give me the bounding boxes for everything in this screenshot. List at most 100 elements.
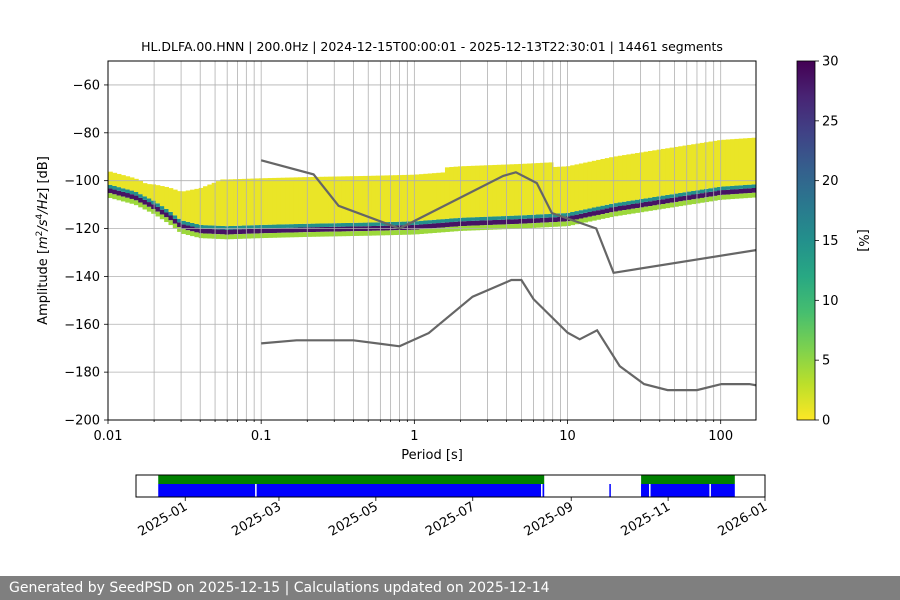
density-cell xyxy=(613,156,619,204)
density-cell xyxy=(540,162,545,215)
density-cell xyxy=(375,230,381,236)
density-cell xyxy=(652,196,658,201)
density-ridge-cell xyxy=(185,225,191,231)
density-cell xyxy=(514,215,519,220)
density-cell xyxy=(630,208,636,214)
density-cell xyxy=(259,178,265,225)
density-cell xyxy=(120,188,126,192)
density-cell xyxy=(427,220,433,224)
density-cell xyxy=(401,221,407,226)
density-ridge-cell xyxy=(293,227,299,233)
density-cell xyxy=(311,223,316,228)
density-ridge-cell xyxy=(228,229,234,235)
density-cell xyxy=(272,177,277,225)
density-cell xyxy=(112,172,118,186)
noise-model-line-2 xyxy=(260,159,756,275)
timeline-tick-label: 2025-07 xyxy=(423,499,478,539)
density-cell xyxy=(660,204,666,209)
density-cell xyxy=(509,164,515,216)
density-cell xyxy=(643,198,649,202)
density-cell xyxy=(527,214,532,219)
density-cell xyxy=(557,221,563,227)
y-axis-label-part: ] [dB] xyxy=(36,156,51,193)
density-cell xyxy=(444,218,450,223)
density-cell xyxy=(280,224,286,228)
density-ridge-cell xyxy=(673,197,679,202)
density-cell xyxy=(233,234,239,240)
density-cell xyxy=(432,173,437,220)
density-ridge-cell xyxy=(708,191,714,197)
density-ridge-cell xyxy=(665,198,671,204)
density-cell xyxy=(648,206,653,211)
timeline-blue-span xyxy=(641,484,735,497)
density-cell xyxy=(574,211,580,215)
density-cell xyxy=(669,194,675,198)
density-cell xyxy=(522,163,528,216)
density-ridge-cell xyxy=(406,225,411,230)
density-cell xyxy=(639,207,645,213)
density-cell xyxy=(583,162,589,210)
timeline-tick-label: 2025-05 xyxy=(326,499,381,539)
density-cell xyxy=(146,206,152,212)
density-cell xyxy=(475,225,481,231)
density-cell xyxy=(108,193,113,198)
density-ridge-cell xyxy=(691,194,697,200)
density-cell xyxy=(483,225,489,230)
density-cell xyxy=(652,205,658,211)
density-cell xyxy=(276,177,282,225)
density-cell xyxy=(142,183,148,197)
density-cell xyxy=(501,224,506,230)
density-ridge-cell xyxy=(129,194,135,199)
density-cell xyxy=(540,214,545,218)
density-cell xyxy=(263,233,269,238)
density-cell xyxy=(505,224,511,230)
density-cell xyxy=(250,225,256,229)
density-ridge-cell xyxy=(440,222,446,228)
density-cell xyxy=(198,233,204,239)
density-cell xyxy=(535,214,541,219)
x-tick-label: 0.1 xyxy=(251,429,272,444)
density-cell xyxy=(419,220,424,225)
density-cell xyxy=(449,226,455,232)
density-ridge-cell xyxy=(583,212,589,218)
density-cell xyxy=(216,234,221,239)
density-cell xyxy=(622,210,627,215)
density-cell xyxy=(544,222,550,228)
density-cell xyxy=(669,202,675,208)
density-cell xyxy=(747,138,753,185)
density-cell xyxy=(591,207,597,212)
colorbar-tick-label: 20 xyxy=(822,174,839,189)
density-cell xyxy=(254,178,260,226)
density-ridge-cell xyxy=(302,227,308,233)
density-cell xyxy=(203,233,208,239)
density-cell xyxy=(596,159,601,207)
density-ridge-cell xyxy=(466,221,472,226)
density-cell xyxy=(678,201,684,207)
density-cell xyxy=(691,199,697,205)
density-cell xyxy=(496,216,502,220)
density-cell xyxy=(470,225,476,231)
density-cell xyxy=(587,161,593,209)
density-cell xyxy=(254,233,260,239)
y-tick-label: −80 xyxy=(73,126,100,141)
density-ridge-cell xyxy=(289,227,295,233)
density-ridge-cell xyxy=(587,211,593,217)
density-cell xyxy=(414,229,420,235)
colorbar-tick-label: 5 xyxy=(822,354,830,369)
density-cell xyxy=(172,189,178,216)
density-cell xyxy=(609,212,614,218)
density-ridge-cell xyxy=(635,203,640,209)
y-axis-label: Amplitude [m2/s4/Hz] [dB] xyxy=(35,156,51,325)
density-cell xyxy=(237,179,243,226)
density-cell xyxy=(678,146,684,193)
density-cell xyxy=(306,223,312,228)
density-ridge-cell xyxy=(678,196,684,202)
density-cell xyxy=(198,187,204,225)
density-ridge-cell xyxy=(336,226,342,232)
density-cell xyxy=(108,171,113,185)
density-cell xyxy=(747,193,753,198)
density-ridge-cell xyxy=(449,222,455,227)
density-cell xyxy=(427,228,433,234)
density-cell xyxy=(280,177,286,225)
density-cell xyxy=(535,222,541,228)
